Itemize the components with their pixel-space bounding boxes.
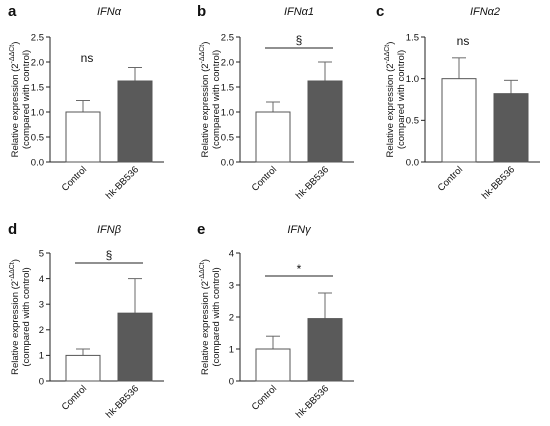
- y-axis-label: Relative expression (2-ΔΔCt): [199, 259, 211, 375]
- panel-d: d IFNβ 0 1 2 3 4 5 Relative expression (2-ΔΔCt)(…: [8, 221, 164, 421]
- chart-title: IFNα1: [284, 6, 314, 18]
- bar-hk-bb536: [307, 80, 343, 163]
- bar-hk-bb536: [117, 312, 153, 382]
- panel-letter: d: [8, 221, 17, 238]
- chart-title: IFNα2: [470, 6, 500, 18]
- significance-label: §: [106, 248, 113, 262]
- x-category-label: hk-BB536: [294, 164, 331, 201]
- y-axis-label-line2: (compared with control): [21, 267, 32, 366]
- panel-e: e IFNγ 0 1 2 3 4 Relative expression (2-ΔΔCt)(c…: [197, 221, 354, 421]
- bar-hk-bb536: [493, 93, 529, 163]
- y-tick-label: 2.0: [31, 57, 44, 68]
- y-axis-label: Relative expression (2-ΔΔCt): [9, 42, 21, 158]
- bar-control: [255, 348, 291, 382]
- bar-hk-bb536: [117, 80, 153, 163]
- y-tick-label: 0.0: [221, 157, 234, 168]
- x-category-label: hk-BB536: [104, 164, 141, 201]
- y-tick-label: 0.5: [221, 132, 234, 143]
- chart-title: IFNγ: [287, 224, 312, 236]
- y-tick-label: 5: [39, 248, 44, 259]
- y-tick-label: 1.0: [221, 107, 234, 118]
- y-axis-label-line2: (compared with control): [211, 267, 222, 366]
- y-tick-label: 1.5: [406, 32, 419, 43]
- panel-letter: b: [197, 3, 206, 20]
- y-tick-label: 1.0: [406, 74, 419, 85]
- bar-hk-bb536: [307, 318, 343, 382]
- y-tick-label: 0.0: [31, 157, 44, 168]
- panel-letter: a: [8, 3, 17, 20]
- x-category-label: hk-BB536: [294, 383, 331, 420]
- y-tick-label: 0: [39, 376, 44, 387]
- x-category-label: hk-BB536: [104, 383, 141, 420]
- y-axis-label: Relative expression (2-ΔΔCt): [9, 259, 21, 375]
- y-tick-label: 0.5: [31, 132, 44, 143]
- x-category-label: Control: [250, 383, 279, 412]
- y-tick-label: 1.5: [31, 82, 44, 93]
- panel-c: c IFNα2 0.0 0.5 1.0 1.5 Relative expression (2…: [376, 3, 540, 202]
- y-tick-label: 2.5: [221, 32, 234, 43]
- bar-control: [255, 111, 291, 163]
- panel-b: b IFNα1 0.0 0.5 1.0 1.5 2.0 2.5 Relative express…: [197, 3, 354, 202]
- y-axis-label: Relative expression (2-ΔΔCt): [384, 42, 396, 158]
- significance-label: *: [297, 262, 302, 276]
- x-category-label: Control: [436, 164, 465, 193]
- x-category-label: Control: [60, 383, 89, 412]
- y-axis-label: Relative expression (2-ΔΔCt): [199, 42, 211, 158]
- y-tick-label: 2.5: [31, 32, 44, 43]
- bar-control: [65, 354, 101, 382]
- y-tick-label: 0: [229, 376, 234, 387]
- y-axis-label-line2: (compared with control): [396, 50, 407, 149]
- x-category-label: Control: [60, 164, 89, 193]
- y-tick-label: 3: [229, 280, 234, 291]
- y-tick-label: 1: [229, 344, 234, 355]
- significance-label: §: [296, 33, 303, 47]
- y-tick-label: 2: [39, 325, 44, 336]
- x-category-label: Control: [250, 164, 279, 193]
- y-tick-label: 1: [39, 351, 44, 362]
- y-tick-label: 2: [229, 312, 234, 323]
- panel-a: a IFNα 0.0 0.5 1.0 1.5 2.0 2.5 Relative expressi…: [8, 3, 164, 202]
- panel-letter: e: [197, 221, 205, 238]
- y-tick-label: 4: [39, 274, 44, 285]
- y-tick-label: 0.0: [406, 157, 419, 168]
- significance-label: ns: [457, 34, 470, 48]
- y-axis-label-line2: (compared with control): [211, 50, 222, 149]
- chart-title: IFNβ: [97, 224, 122, 236]
- significance-label: ns: [81, 51, 94, 65]
- y-tick-label: 4: [229, 248, 234, 259]
- panel-letter: c: [376, 3, 384, 20]
- bar-control: [441, 78, 477, 163]
- y-tick-label: 2.0: [221, 57, 234, 68]
- y-tick-label: 3: [39, 300, 44, 311]
- y-tick-label: 1.5: [221, 82, 234, 93]
- y-tick-label: 1.0: [31, 107, 44, 118]
- y-axis-label-line2: (compared with control): [21, 50, 32, 149]
- chart-title: IFNα: [97, 6, 122, 18]
- bar-control: [65, 111, 101, 163]
- y-tick-label: 0.5: [406, 116, 419, 127]
- x-category-label: hk-BB536: [480, 164, 517, 201]
